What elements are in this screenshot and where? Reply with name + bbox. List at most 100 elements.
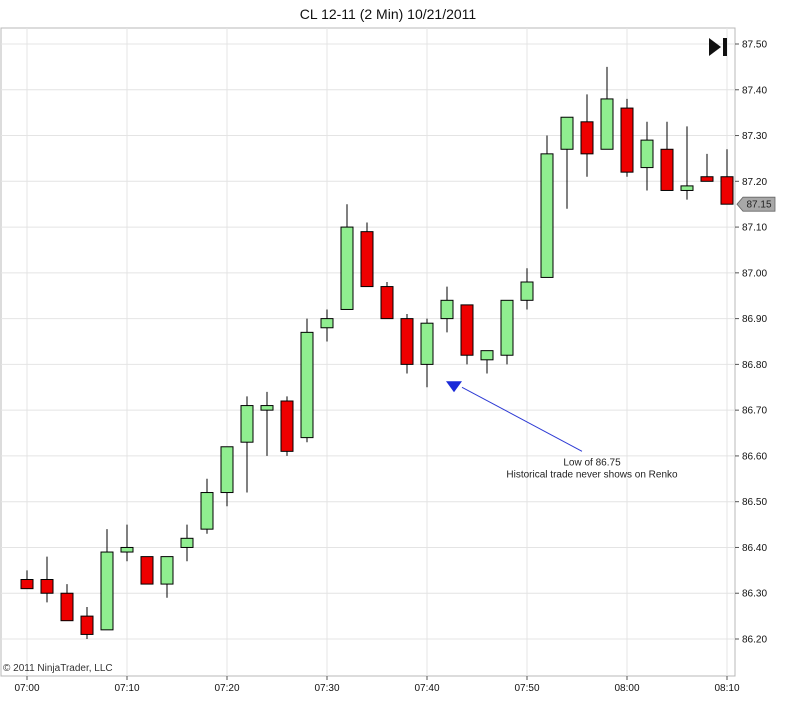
x-tick-label: 08:10	[714, 683, 739, 694]
candle-body	[640, 139, 654, 169]
candle-body	[500, 299, 514, 356]
candle	[580, 94, 594, 177]
y-tick-label: 87.30	[742, 131, 767, 142]
candle-body	[180, 537, 194, 548]
x-tick-label: 07:50	[514, 683, 539, 694]
last-price-box	[736, 196, 776, 212]
candle	[460, 304, 474, 365]
candle	[320, 309, 334, 342]
candle	[660, 121, 674, 191]
candle-body	[560, 116, 574, 150]
candle	[40, 556, 54, 603]
candle	[100, 529, 114, 631]
candle	[440, 286, 454, 333]
y-axis: 87.50 87.40 87.30 87.20 87.10 87.00 86.90 86.80…	[735, 40, 767, 646]
candle	[300, 318, 314, 443]
candle-body	[240, 405, 254, 443]
candle	[240, 396, 254, 493]
candle	[380, 282, 394, 320]
candle	[260, 391, 274, 456]
annotation-arrow-head	[446, 381, 462, 393]
candle-body	[360, 231, 374, 288]
candle	[400, 314, 414, 374]
candles	[20, 66, 734, 639]
candle	[220, 446, 234, 507]
candle-body	[460, 304, 474, 356]
candle	[340, 204, 354, 310]
y-tick-label: 86.60	[742, 451, 767, 462]
y-tick-label: 87.10	[742, 223, 767, 234]
candle-body	[580, 121, 594, 155]
y-tick-label: 87.50	[742, 40, 767, 51]
candle-body	[440, 299, 454, 320]
candle-body	[680, 185, 694, 191]
candle	[540, 135, 554, 278]
candle	[520, 268, 534, 310]
x-axis: 07:00 07:10 07:20 07:30 07:40 07:50 08:00 08:10	[14, 676, 740, 694]
candle	[700, 153, 714, 182]
candle-body	[540, 153, 554, 278]
candle	[640, 121, 654, 191]
candle	[180, 524, 194, 562]
candle-body	[120, 546, 134, 553]
candle-body	[140, 556, 154, 585]
last-price-label: 87.15	[736, 196, 776, 212]
copyright-text: © 2011 NinjaTrader, LLC	[3, 663, 113, 674]
candle	[680, 126, 694, 200]
x-tick-label: 07:20	[214, 683, 239, 694]
candle-body	[700, 176, 714, 182]
x-tick-label: 07:00	[14, 683, 39, 694]
candle-body	[220, 446, 234, 494]
y-tick-label: 86.30	[742, 589, 767, 600]
candle-body	[80, 615, 94, 635]
x-tick-label: 07:10	[114, 683, 139, 694]
candle-body	[320, 318, 334, 329]
candle	[160, 556, 174, 598]
y-tick-label: 87.40	[742, 85, 767, 96]
candle-body	[200, 492, 214, 530]
candle	[140, 556, 154, 585]
candle-body	[660, 148, 674, 191]
candle	[200, 478, 214, 534]
annotation-line-1: Low of 86.75	[563, 457, 621, 468]
candle-body	[380, 286, 394, 320]
annotation: Low of 86.75 Historical trade never show…	[446, 381, 678, 480]
candle-body	[600, 98, 614, 150]
y-tick-label: 86.90	[742, 314, 767, 325]
annotation-line-2: Historical trade never shows on Renko	[506, 469, 678, 480]
skip-forward-icon[interactable]	[709, 38, 727, 56]
x-tick-label: 08:00	[614, 683, 639, 694]
candle	[20, 570, 34, 590]
candle-body	[20, 579, 34, 590]
candle-body	[400, 318, 414, 365]
x-tick-label: 07:40	[414, 683, 439, 694]
candle	[120, 524, 134, 562]
candle	[500, 299, 514, 365]
candle	[720, 149, 734, 205]
candle-body	[100, 551, 114, 631]
y-tick-label: 86.20	[742, 635, 767, 646]
candle-body	[340, 226, 354, 310]
y-tick-label: 86.80	[742, 360, 767, 371]
candle	[280, 396, 294, 456]
y-tick-label: 86.50	[742, 497, 767, 508]
candle	[620, 98, 634, 177]
candle	[420, 318, 434, 388]
candle-body	[720, 176, 734, 205]
candle	[360, 222, 374, 288]
y-tick-label: 86.40	[742, 543, 767, 554]
candle-body	[280, 400, 294, 452]
candle-body	[60, 592, 74, 622]
annotation-arrow-line	[461, 386, 583, 452]
y-tick-label: 87.20	[742, 177, 767, 188]
candle-body	[620, 107, 634, 173]
y-tick-label: 87.00	[742, 268, 767, 279]
last-price-value: 87.15	[746, 200, 771, 211]
x-tick-label: 07:30	[314, 683, 339, 694]
candle-body	[40, 579, 54, 594]
candle-body	[260, 405, 274, 411]
candle	[600, 66, 614, 150]
y-tick-label: 86.70	[742, 406, 767, 417]
candle-body	[300, 331, 314, 439]
